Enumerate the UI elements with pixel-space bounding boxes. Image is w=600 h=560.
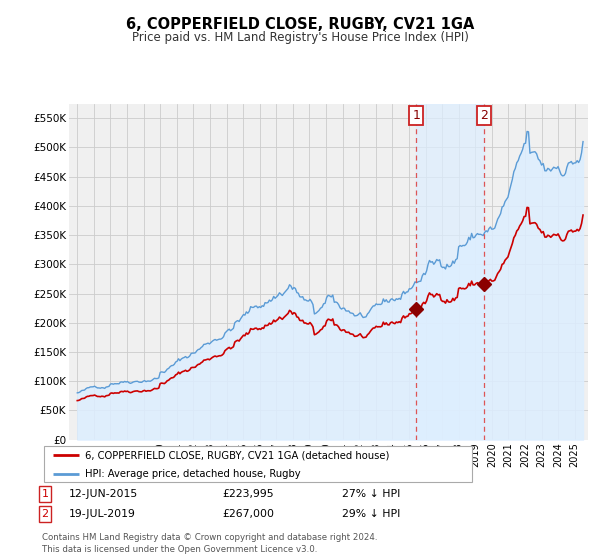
Text: 2: 2 xyxy=(41,509,49,519)
Text: £223,995: £223,995 xyxy=(222,489,274,499)
Text: 12-JUN-2015: 12-JUN-2015 xyxy=(69,489,138,499)
Text: 2: 2 xyxy=(480,109,488,122)
Text: Price paid vs. HM Land Registry's House Price Index (HPI): Price paid vs. HM Land Registry's House … xyxy=(131,31,469,44)
Bar xyxy=(416,104,484,440)
Text: 27% ↓ HPI: 27% ↓ HPI xyxy=(342,489,400,499)
Text: £267,000: £267,000 xyxy=(222,509,274,519)
Text: 6, COPPERFIELD CLOSE, RUGBY, CV21 1GA (detached house): 6, COPPERFIELD CLOSE, RUGBY, CV21 1GA (d… xyxy=(85,450,389,460)
Text: 1: 1 xyxy=(41,489,49,499)
Text: 29% ↓ HPI: 29% ↓ HPI xyxy=(342,509,400,519)
Text: 1: 1 xyxy=(412,109,421,122)
Text: Contains HM Land Registry data © Crown copyright and database right 2024.
This d: Contains HM Land Registry data © Crown c… xyxy=(42,533,377,554)
FancyBboxPatch shape xyxy=(44,446,472,482)
Text: 6, COPPERFIELD CLOSE, RUGBY, CV21 1GA: 6, COPPERFIELD CLOSE, RUGBY, CV21 1GA xyxy=(126,17,474,32)
Text: 19-JUL-2019: 19-JUL-2019 xyxy=(69,509,136,519)
Text: HPI: Average price, detached house, Rugby: HPI: Average price, detached house, Rugb… xyxy=(85,469,301,479)
